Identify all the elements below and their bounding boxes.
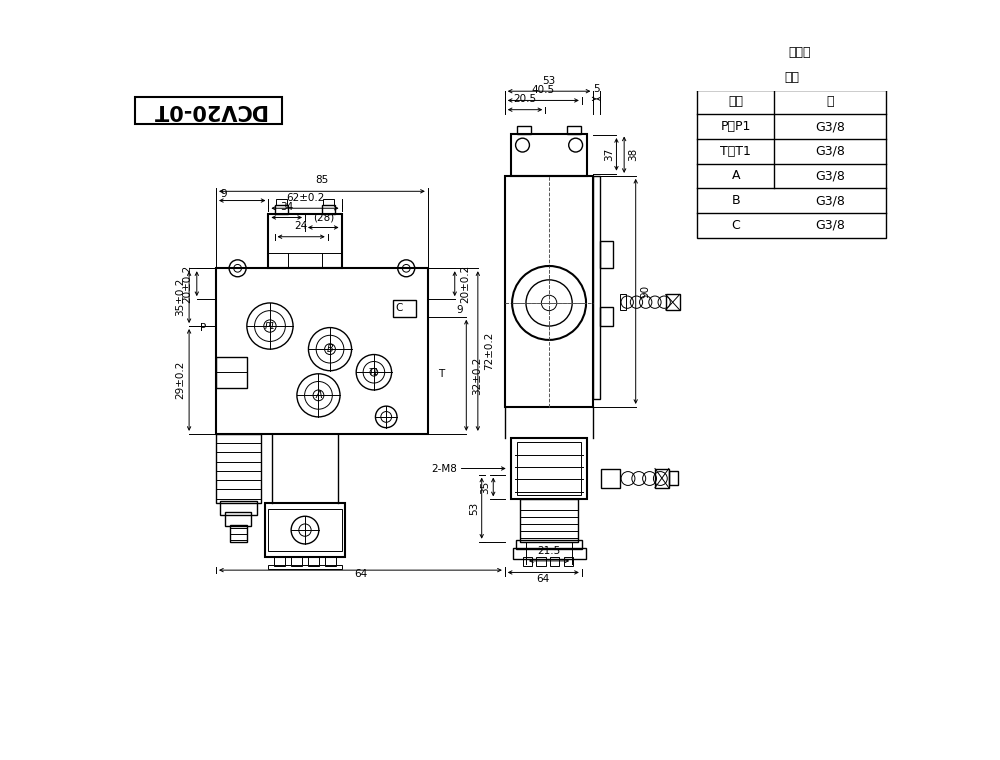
Bar [274, 556, 285, 566]
Text: 阀体: 阀体 [784, 71, 799, 84]
Bar [601, 468, 620, 488]
Bar [268, 565, 342, 568]
Text: G3/8: G3/8 [815, 219, 845, 232]
Bar [265, 503, 345, 557]
Text: G3/8: G3/8 [815, 194, 845, 207]
Bar [323, 199, 334, 205]
Text: 20±0.2: 20±0.2 [461, 264, 471, 302]
Text: 24: 24 [295, 221, 308, 231]
Text: 9: 9 [220, 189, 227, 199]
Bar [550, 557, 559, 566]
Text: T1: T1 [369, 368, 379, 377]
Bar [567, 126, 581, 134]
Bar [216, 268, 428, 434]
Bar [600, 242, 613, 268]
Bar [268, 214, 342, 268]
Text: 谺纹规: 谺纹规 [788, 46, 811, 59]
Text: 35: 35 [481, 480, 491, 493]
Text: 20±0.2: 20±0.2 [183, 264, 193, 302]
Text: 35±0.2: 35±0.2 [175, 278, 185, 316]
Bar [517, 126, 531, 134]
Text: T: T [439, 369, 445, 378]
Text: 29±0.2: 29±0.2 [175, 361, 185, 399]
Bar [276, 199, 287, 205]
Text: T、T1: T、T1 [720, 144, 751, 158]
Bar [697, 40, 886, 238]
Bar [325, 556, 336, 566]
Bar [517, 442, 581, 496]
Text: P: P [200, 322, 206, 333]
Text: 21.5: 21.5 [537, 546, 561, 556]
Text: 90: 90 [640, 285, 650, 298]
Text: P1: P1 [264, 321, 276, 331]
Text: 34: 34 [280, 202, 293, 212]
Text: 53: 53 [542, 76, 556, 86]
Bar [669, 470, 678, 486]
Bar [655, 468, 669, 488]
Bar [291, 556, 302, 566]
Text: G3/8: G3/8 [815, 120, 845, 133]
Text: 38: 38 [628, 148, 638, 161]
Bar [230, 524, 247, 542]
Text: 2-M8: 2-M8 [431, 464, 457, 473]
Bar [505, 176, 593, 407]
Text: 接口: 接口 [728, 96, 743, 109]
Text: A: A [315, 391, 322, 401]
Bar [564, 557, 573, 566]
Bar [216, 434, 261, 503]
Text: (28): (28) [313, 212, 334, 222]
Text: G3/8: G3/8 [815, 144, 845, 158]
Text: DCV20-0T: DCV20-0T [151, 100, 266, 120]
Text: B: B [327, 344, 333, 354]
Text: C: C [731, 219, 740, 232]
Bar [268, 509, 342, 551]
Text: 53: 53 [469, 502, 479, 515]
Bar [536, 557, 546, 566]
Text: 格: 格 [826, 96, 834, 109]
Text: 64: 64 [537, 574, 550, 584]
Bar [511, 438, 587, 499]
Bar [308, 556, 319, 566]
Text: 72±0.2: 72±0.2 [484, 332, 494, 370]
Text: 5: 5 [593, 84, 600, 93]
Text: 32±0.2: 32±0.2 [472, 356, 482, 394]
Bar [516, 540, 582, 549]
Bar [512, 548, 586, 559]
Bar [666, 294, 680, 310]
Bar [275, 205, 288, 214]
Text: C: C [396, 303, 403, 313]
Bar [600, 307, 613, 326]
Text: G3/8: G3/8 [815, 169, 845, 182]
Bar [393, 300, 416, 317]
Text: 64: 64 [354, 569, 367, 579]
Text: B: B [731, 194, 740, 207]
Text: 85: 85 [315, 175, 329, 185]
Text: 20.5: 20.5 [513, 94, 537, 104]
Bar [216, 357, 247, 388]
Bar [135, 97, 282, 124]
Bar [220, 501, 257, 515]
Text: 9: 9 [456, 306, 463, 315]
Bar [523, 557, 532, 566]
Bar [593, 176, 600, 399]
Text: P、P1: P、P1 [721, 120, 751, 133]
Bar [520, 499, 578, 542]
Text: 37: 37 [604, 147, 614, 161]
Bar [322, 205, 335, 214]
Text: 62±0.2: 62±0.2 [286, 193, 324, 203]
Text: 40.5: 40.5 [532, 85, 555, 95]
Bar [620, 294, 626, 310]
Bar [225, 512, 251, 526]
Bar [511, 134, 587, 176]
Text: A: A [732, 169, 740, 182]
